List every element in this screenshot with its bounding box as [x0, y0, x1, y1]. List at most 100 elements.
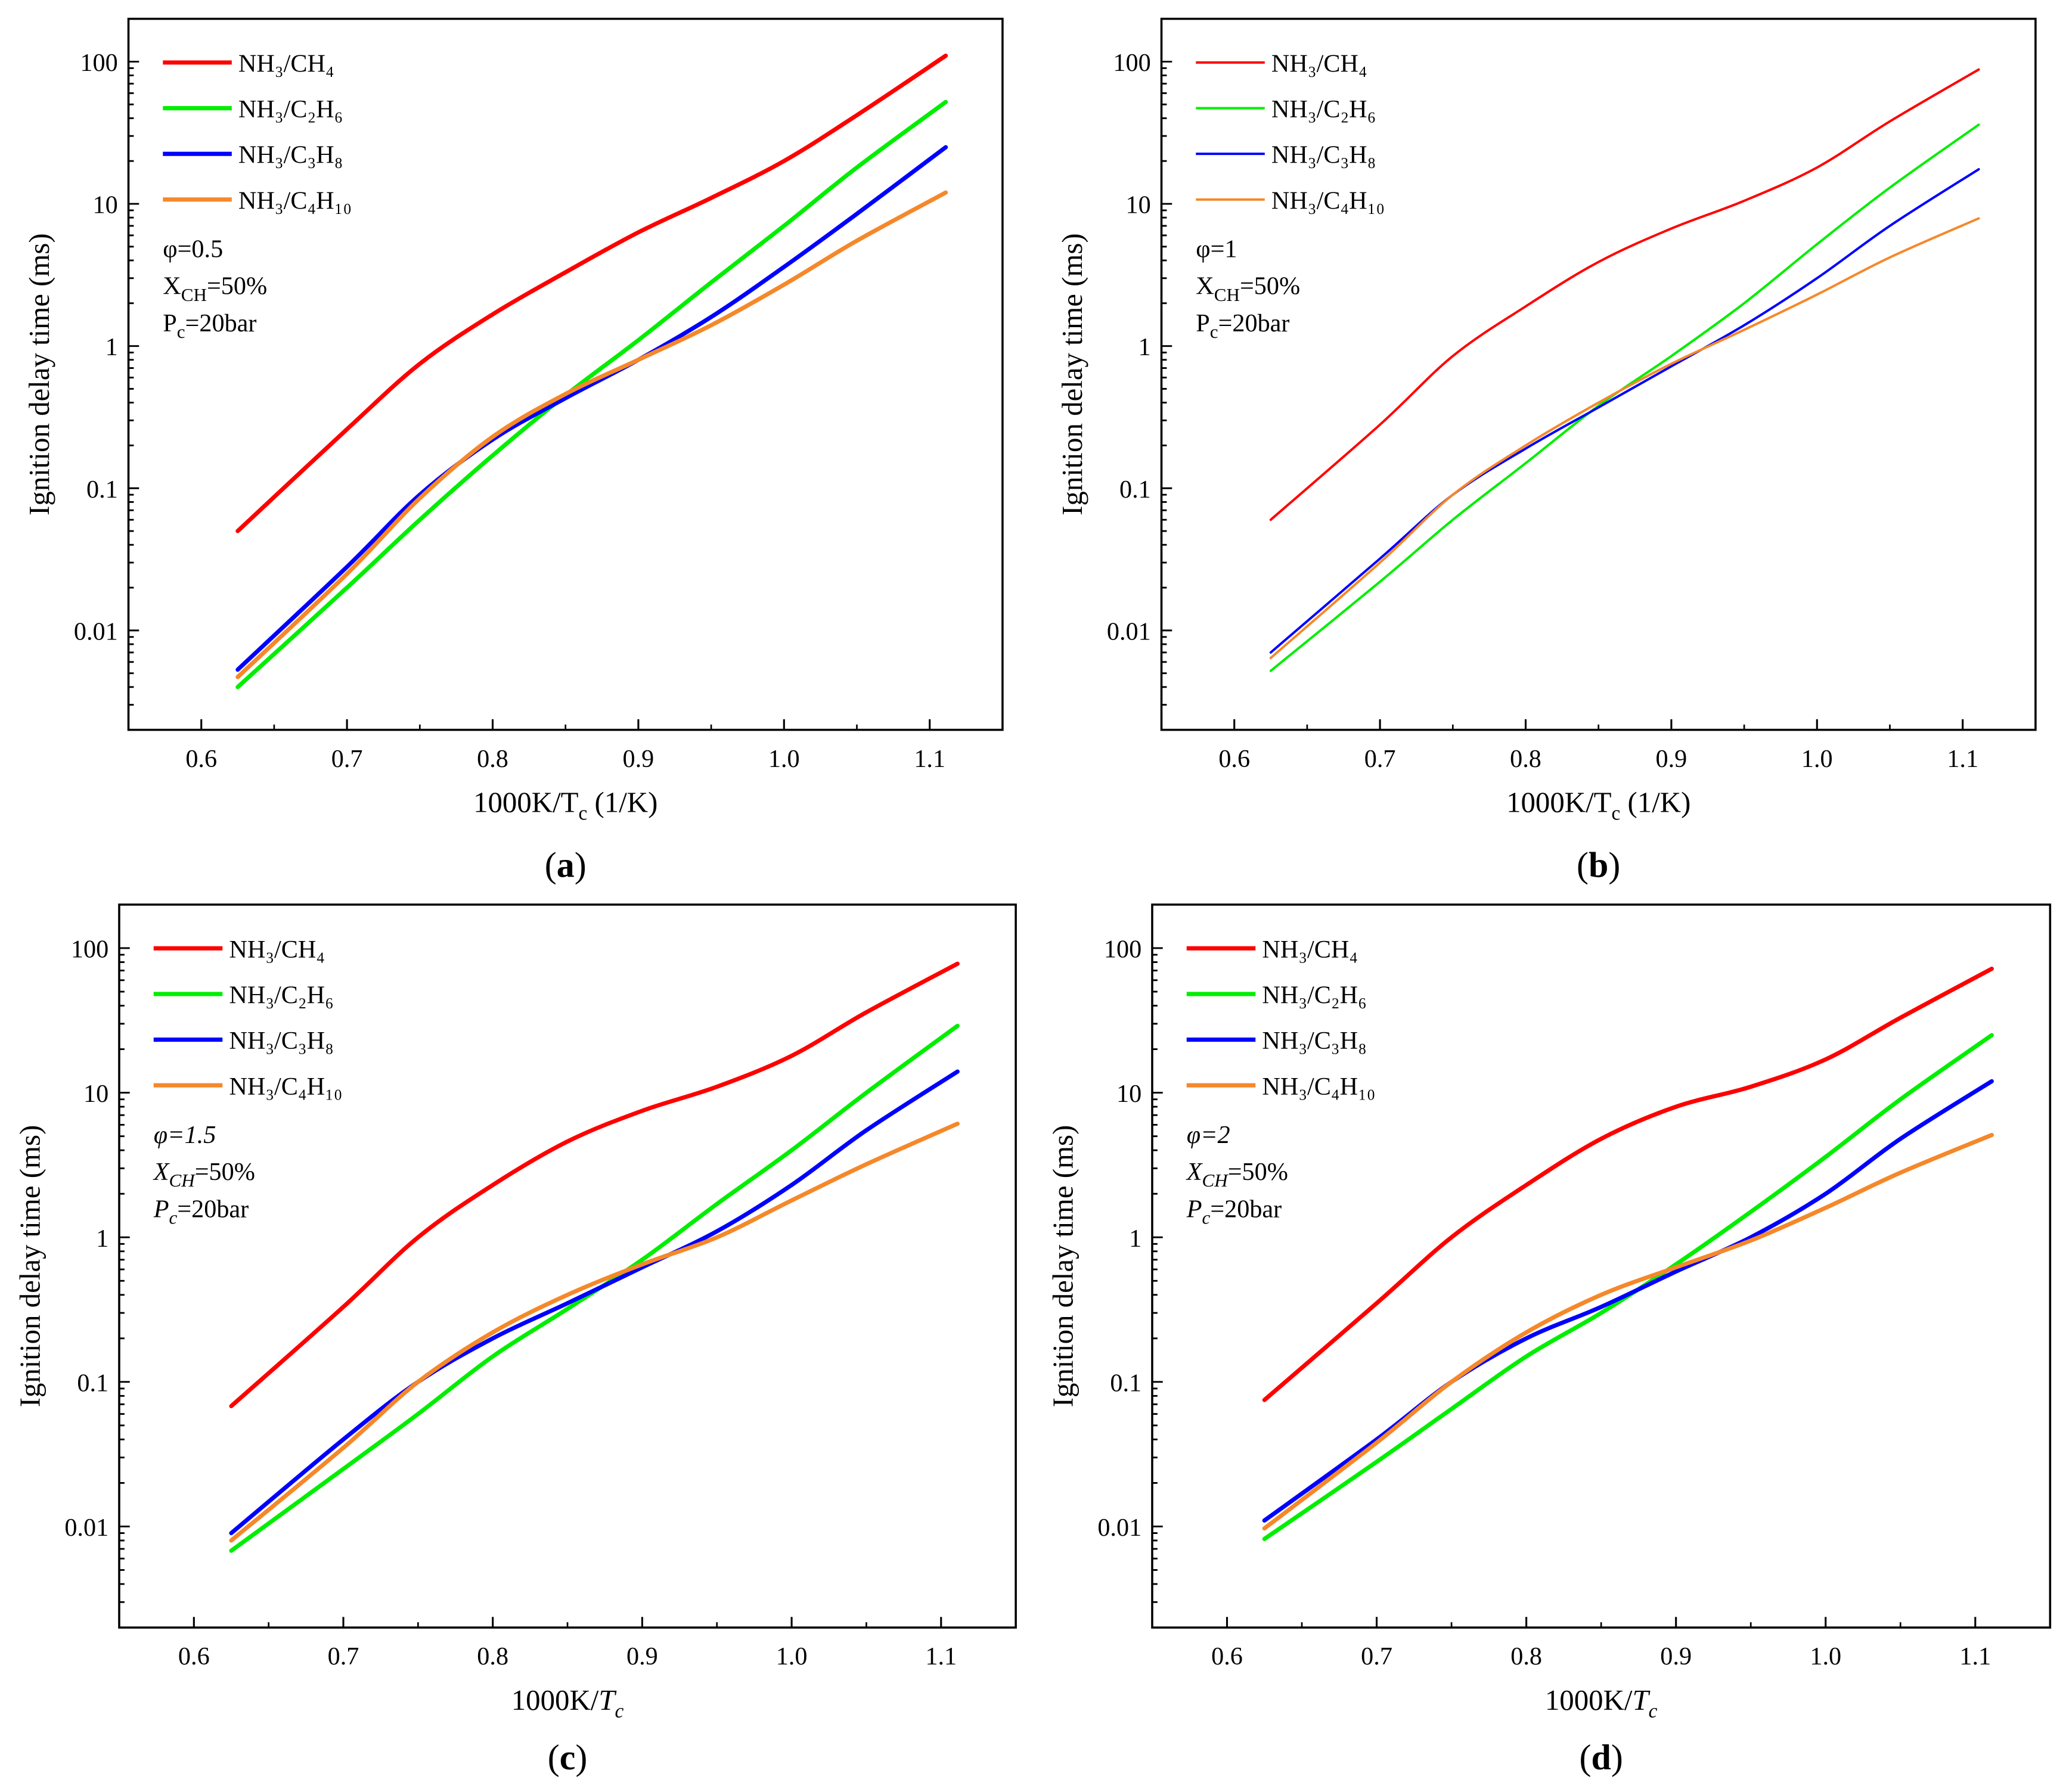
legend-item: NH₃/C₄H₁₀	[153, 1073, 343, 1101]
y-tick-label: 1	[1129, 1225, 1141, 1253]
panel-label-open: (	[1577, 845, 1589, 884]
x-tick-label: 1.1	[1947, 745, 1978, 773]
y-axis-title: Ignition delay time (ms)	[1056, 233, 1088, 515]
legend-label: NH₃/C₃H₈	[238, 141, 343, 169]
annotation-sub: CH	[169, 1170, 196, 1191]
legend-item: NH₃/C₄H₁₀	[1196, 187, 1385, 215]
annotation-rest: =50%	[1228, 1158, 1288, 1186]
condition-annotation: φ=1.5	[154, 1121, 216, 1149]
annotation-main: X	[163, 272, 181, 300]
x-tick-label: 0.9	[1656, 745, 1687, 773]
legend-label: NH₃/C₃H₈	[1271, 141, 1376, 169]
y-tick-label: 100	[80, 49, 117, 77]
annotation-sub: c	[177, 321, 185, 342]
x-tick-label: 0.9	[623, 745, 654, 773]
condition-annotation: Pc=20bar	[153, 1195, 249, 1228]
series-line-3	[1262, 1132, 1994, 1531]
y-axis-title: Ignition delay time (ms)	[23, 233, 55, 515]
annotation-sub: c	[1210, 321, 1218, 342]
series-line-2	[1269, 168, 1980, 654]
x-tick-label: 0.6	[1218, 745, 1250, 773]
legend-item: NH₃/C₂H₆	[163, 95, 343, 123]
annotation-main: X	[153, 1158, 170, 1186]
annotation-rest: =20bar	[1218, 309, 1290, 337]
annotation-sub: c	[1202, 1207, 1211, 1228]
plot-frame	[118, 903, 1017, 1629]
x-tick-label: 0.8	[1510, 745, 1541, 773]
condition-annotation: XCH=50%	[1186, 1158, 1288, 1191]
y-tick-label: 0.1	[86, 476, 118, 504]
x-tick-label: 1.1	[1959, 1642, 1991, 1670]
x-axis-title-sub: c	[1649, 1700, 1658, 1722]
x-axis-title: 1000K/Tc (1/K)	[473, 785, 657, 824]
condition-annotation: XCH=50%	[163, 272, 267, 305]
x-axis-title-main: 1000K/T	[1506, 785, 1612, 818]
annotation-main: P	[1196, 309, 1209, 337]
x-axis-title-italic: T	[598, 1684, 617, 1716]
y-tick-label: 100	[1113, 49, 1150, 77]
panel-label-close: )	[575, 845, 587, 884]
annotation-rest: =50%	[207, 272, 267, 300]
x-axis-title-main: 1000K/	[511, 1684, 599, 1716]
panel-label-open: (	[545, 845, 557, 884]
panel-label-close: )	[1611, 1738, 1623, 1777]
panel-c: 0.6 0.7 0.8 0.9 1.0 1.1 0.01 0.1 1 10 100 Ignition …	[14, 903, 1017, 1777]
y-tick-label: 100	[71, 936, 108, 964]
x-tick-label: 0.7	[1361, 1642, 1392, 1670]
x-tick-label: 0.7	[328, 1642, 359, 1670]
x-tick-label: 0.6	[185, 745, 217, 773]
x-tick-label: 0.9	[1660, 1642, 1692, 1670]
annotation-main: P	[163, 309, 176, 337]
y-tick-label: 0.1	[1110, 1369, 1141, 1397]
annotation-main: P	[153, 1195, 169, 1223]
legend-label: NH₃/C₄H₁₀	[229, 1073, 342, 1101]
legend-label: NH₃/CH₄	[1262, 936, 1358, 964]
x-tick-label: 0.8	[477, 745, 508, 773]
panel-label-open: (	[548, 1738, 560, 1777]
legend-item: NH₃/C₃H₈	[153, 1027, 334, 1055]
x-tick-label: 0.8	[1510, 1642, 1542, 1670]
annotation-main: P	[1186, 1195, 1202, 1223]
annotation-rest: =20bar	[1210, 1195, 1282, 1223]
x-axis-title-main: 1000K/T	[473, 785, 579, 818]
x-tick-label: 1.1	[914, 745, 945, 773]
x-axis-title: 1000K/Tc	[511, 1684, 624, 1722]
x-axis-title-sub: c	[1612, 803, 1621, 825]
x-axis-title-sub: c	[615, 1700, 624, 1722]
annotation-rest: =20bar	[177, 1195, 249, 1223]
annotation-main: φ=1	[1196, 235, 1237, 263]
x-tick-label: 0.6	[1211, 1642, 1243, 1670]
condition-annotation: Pc=20bar	[163, 309, 256, 342]
plot-frame	[127, 17, 1004, 731]
panel-label: (c)	[548, 1738, 588, 1777]
series-line-1	[1262, 1033, 1994, 1541]
x-tick-label: 0.9	[626, 1642, 658, 1670]
annotation-rest: =50%	[1240, 272, 1300, 300]
panel-a: 0.6 0.7 0.8 0.9 1.0 1.1 0.01 0.1 1 10 100 Ignition …	[23, 17, 1004, 884]
series-line-2	[235, 145, 948, 672]
legend-item: NH₃/C₄H₁₀	[1186, 1073, 1376, 1101]
plot-frame	[1160, 17, 2037, 731]
legend-item: NH₃/C₂H₆	[153, 981, 334, 1009]
legend-label: NH₃/C₄H₁₀	[1262, 1073, 1375, 1101]
x-tick-label: 0.7	[331, 745, 363, 773]
series-line-3	[229, 1122, 960, 1543]
annotation-sub: c	[169, 1207, 178, 1228]
legend-item: NH₃/C₂H₆	[1196, 95, 1376, 123]
panel-label-letter: b	[1589, 845, 1608, 884]
annotation-main: φ=0.5	[163, 235, 223, 263]
x-tick-label: 0.6	[178, 1642, 210, 1670]
plot-frame	[1151, 903, 2052, 1629]
y-tick-label: 1	[1139, 333, 1151, 361]
legend-item: NH₃/CH₄	[163, 49, 334, 77]
legend-label: NH₃/C₂H₆	[1271, 95, 1376, 123]
annotation-main: X	[1186, 1158, 1203, 1186]
y-axis-title: Ignition delay time (ms)	[14, 1125, 46, 1408]
panel-label-letter: a	[557, 845, 575, 884]
y-tick-label: 10	[93, 191, 118, 219]
annotation-sub: CH	[1214, 284, 1240, 305]
annotation-main: φ=2	[1187, 1121, 1230, 1149]
x-tick-label: 1.0	[776, 1642, 808, 1670]
